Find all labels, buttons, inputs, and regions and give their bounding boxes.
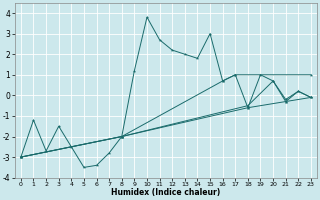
X-axis label: Humidex (Indice chaleur): Humidex (Indice chaleur) <box>111 188 220 197</box>
